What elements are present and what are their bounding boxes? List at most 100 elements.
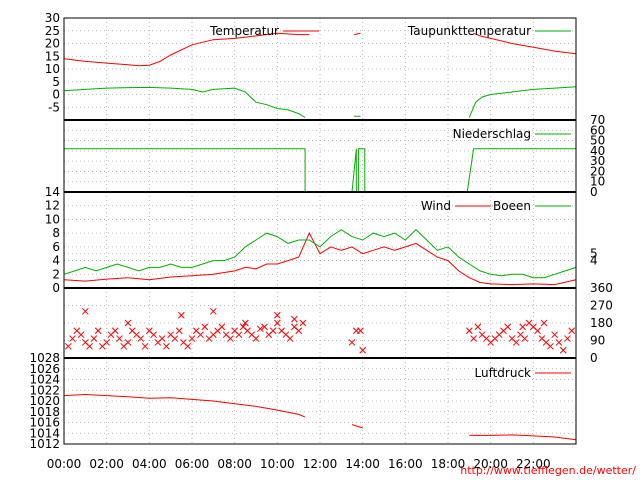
scatter-mark [269, 327, 277, 335]
scatter-mark [150, 331, 157, 339]
scatter-mark [73, 327, 81, 335]
y-tick-label: 8 [52, 226, 60, 240]
scatter-mark [273, 311, 281, 319]
legend-label: Taupunkttemperatur [407, 24, 531, 38]
scatter-point [77, 331, 85, 339]
scatter-point [94, 327, 102, 335]
scatter-point [137, 335, 145, 342]
scatter-mark [124, 339, 132, 346]
scatter-point [261, 323, 268, 331]
scatter-mark [222, 331, 230, 339]
scatter-point [357, 327, 364, 335]
scatter-mark [81, 307, 89, 315]
scatter-mark [547, 342, 554, 350]
scatter-point [111, 327, 119, 335]
scatter-point [86, 342, 93, 350]
scatter-point [171, 335, 179, 342]
y-tick-label: 1020 [29, 394, 60, 408]
scatter-point [64, 342, 72, 350]
scatter-mark [111, 327, 119, 335]
y-tick-label-right: 0 [590, 185, 598, 199]
scatter-mark [359, 346, 367, 354]
scatter-mark [278, 327, 285, 335]
y-tick-label: 1028 [29, 351, 60, 365]
scatter-point [568, 327, 576, 335]
x-tick-label: 06:00 [175, 457, 210, 471]
scatter-point [534, 327, 541, 335]
y-tick-label: 6 [52, 240, 60, 254]
scatter-point [555, 339, 563, 346]
scatter-point [474, 323, 482, 331]
legend-label: Wind [421, 199, 451, 213]
scatter-point [273, 319, 281, 327]
series-line [354, 32, 361, 36]
y-tick-label-right: 90 [590, 334, 605, 348]
y-tick-label: 1022 [29, 383, 60, 397]
scatter-point [227, 335, 234, 342]
scatter-mark [209, 307, 217, 315]
scatter-mark [564, 335, 571, 342]
series-line [63, 393, 306, 418]
scatter-mark [568, 327, 576, 335]
scatter-mark [184, 342, 192, 350]
scatter-mark [291, 315, 298, 323]
scatter-point [521, 335, 529, 342]
y-tick-label-right: 180 [590, 316, 613, 330]
y-tick-label-right: 5 [590, 247, 598, 261]
scatter-point [163, 342, 170, 350]
scatter-mark [218, 323, 226, 331]
scatter-mark [77, 331, 85, 339]
grid-layer [63, 17, 577, 445]
scatter-mark [90, 335, 98, 342]
legend-label: Temperatur [209, 24, 279, 38]
y-tick-label-right: 40 [590, 144, 605, 158]
y-tick-label: 1018 [29, 405, 60, 419]
scatter-point [103, 339, 111, 346]
scatter-point [252, 335, 260, 342]
scatter-point [184, 342, 192, 350]
scatter-mark [188, 335, 196, 342]
scatter-point [512, 339, 520, 346]
scatter-point [551, 331, 559, 339]
scatter-point [269, 327, 277, 335]
scatter-point [519, 323, 527, 331]
scatter-mark [512, 339, 520, 346]
y-tick-label-right: 30 [590, 154, 605, 168]
scatter-mark [470, 335, 477, 342]
scatter-mark [525, 319, 533, 327]
scatter-point [116, 335, 123, 342]
scatter-point [470, 335, 477, 342]
scatter-mark [521, 335, 529, 342]
scatter-point [504, 323, 512, 331]
source-url[interactable]: http://www.tiefflegen.de/wetter/ [460, 464, 636, 477]
series-line [63, 86, 306, 118]
scatter-point [124, 339, 132, 346]
y-tick-label: 30 [45, 11, 60, 25]
scatter-point [218, 323, 226, 331]
scatter-mark [94, 327, 102, 335]
scatter-mark [244, 327, 251, 335]
scatter-point [197, 331, 204, 339]
y-tick-label: 10 [45, 62, 60, 76]
scatter-mark [64, 342, 72, 350]
scatter-mark [478, 331, 486, 339]
scatter-mark [529, 323, 537, 331]
scatter-point [564, 335, 571, 342]
scatter-mark [508, 335, 516, 342]
scatter-mark [519, 323, 527, 331]
x-tick-label: 16:00 [388, 457, 423, 471]
y-tick-label-right: 20 [590, 164, 605, 178]
y-tick-label: -5 [48, 100, 60, 114]
series-line [351, 424, 363, 429]
scatter-mark [239, 323, 247, 331]
marks-layer [63, 32, 577, 441]
y-tick-label-right: 270 [590, 299, 613, 313]
scatter-mark [538, 335, 546, 342]
scatter-mark [116, 335, 123, 342]
scatter-point [177, 311, 185, 319]
scatter-point [235, 331, 243, 339]
scatter-point [201, 323, 209, 331]
series-line [63, 229, 577, 279]
x-tick-label: 14:00 [345, 457, 380, 471]
scatter-mark [559, 346, 567, 354]
